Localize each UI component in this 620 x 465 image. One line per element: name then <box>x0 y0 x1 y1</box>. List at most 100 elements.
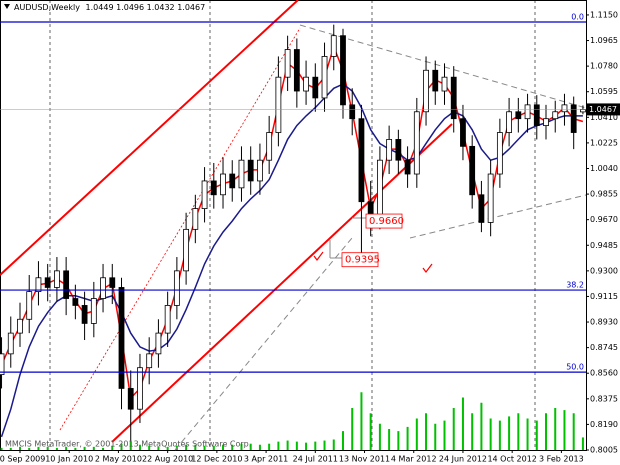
volume-bar <box>341 431 344 450</box>
volume-bar <box>203 445 206 450</box>
x-tick-label: 20 Sep 2009 <box>0 455 45 464</box>
fibo-label: 38.2 <box>566 281 584 290</box>
y-tick-label: 0.9115 <box>590 292 618 301</box>
candle-body <box>81 305 88 324</box>
fibo-label: 50.0 <box>566 363 584 372</box>
y-tick-label: 0.8560 <box>590 369 618 378</box>
candle-body <box>220 173 226 196</box>
annotation-box <box>365 213 403 229</box>
y-tick-label: 0.8190 <box>590 420 618 429</box>
y-tick-label: 0.9670 <box>590 215 618 224</box>
volume-bar <box>102 447 105 450</box>
candle-body <box>450 76 457 120</box>
candle-body <box>478 194 485 223</box>
candle-body <box>496 132 503 175</box>
volume-bar <box>249 443 252 450</box>
volume-bar <box>554 408 557 450</box>
candle-body <box>515 111 522 120</box>
volume-bar <box>443 420 446 450</box>
volume-bar <box>508 416 511 450</box>
volume-bar <box>65 446 68 450</box>
annotation-box <box>341 252 379 268</box>
candle-body <box>432 69 439 92</box>
volume-bar <box>212 445 215 450</box>
candle-body <box>26 291 33 320</box>
candle-body <box>330 35 337 57</box>
moving-average <box>0 83 583 438</box>
x-tick-label: 2 May 2010 <box>95 455 142 464</box>
volume-bar <box>535 420 538 450</box>
volume-bar <box>452 408 455 450</box>
volume-bar <box>461 397 464 450</box>
volume-bar <box>166 446 169 450</box>
volume-bar <box>185 444 188 450</box>
volume-bar <box>572 413 575 450</box>
x-tick-label: 4 Mar 2012 <box>391 455 437 464</box>
x-tick-label: 3 Feb 2013 <box>539 455 584 464</box>
volume-bar <box>37 446 40 450</box>
x-tick-label: 24 Jul 2011 <box>293 455 338 464</box>
candle-body <box>441 76 448 92</box>
volume-bar <box>120 443 123 450</box>
candle-body <box>7 332 14 355</box>
plot-frame <box>0 0 587 451</box>
candle-body <box>570 104 577 133</box>
candle-body <box>524 104 531 120</box>
last-low: 1.0432 <box>147 3 175 12</box>
volume-bar <box>148 445 151 450</box>
price-layer: 0.9660 0.9395 <box>0 24 586 442</box>
volume-bar <box>222 444 225 450</box>
candle-body <box>201 180 208 210</box>
candle-body <box>118 287 125 389</box>
volume-bar <box>46 446 49 450</box>
candle-body <box>155 332 162 355</box>
chart-header: AUDUSD,Weekly 1.0449 1.0496 1.0432 1.046… <box>14 3 205 12</box>
volume-bar <box>55 447 58 450</box>
last-high: 1.0496 <box>116 3 144 12</box>
y-tick-label: 0.9485 <box>590 241 618 250</box>
candle-body <box>137 367 143 410</box>
fibo-label: 0.0 <box>571 12 584 21</box>
volume-bar <box>434 423 437 450</box>
candle-body <box>44 277 51 288</box>
candle-body <box>164 305 171 334</box>
candle-body <box>349 104 356 120</box>
volume-bar <box>92 446 95 450</box>
volume-bar <box>28 447 31 450</box>
volume-bar <box>563 410 566 450</box>
volume-bar <box>295 441 298 450</box>
volume-bar <box>332 439 335 450</box>
candle-body <box>469 145 476 196</box>
volume-layer <box>0 392 584 450</box>
candle-body <box>284 49 291 78</box>
volume-bar <box>388 429 391 450</box>
candle-body <box>543 118 549 127</box>
x-tick-label: 10 Jan 2010 <box>45 455 93 464</box>
volume-bar <box>157 446 160 450</box>
candle-body <box>35 277 42 293</box>
candle-body <box>210 180 217 196</box>
y-tick-label: 0.8745 <box>590 343 618 352</box>
candle-body <box>506 111 512 133</box>
volume-bar <box>129 441 132 450</box>
candle-body <box>173 270 180 306</box>
candle-body <box>404 159 411 175</box>
watermark: MMCIS MetaTrader, © 2001-2013 MetaQuotes… <box>5 440 251 449</box>
y-tick-label: 1.0225 <box>590 138 618 147</box>
volume-bar <box>258 444 261 450</box>
x-tick-label: 13 Nov 2011 <box>339 455 390 464</box>
volume-bar <box>268 443 271 450</box>
volume-bar <box>360 392 363 450</box>
candle-body <box>487 173 494 223</box>
volume-bar <box>277 441 280 450</box>
volume-bar <box>517 413 520 450</box>
trend-objects <box>0 0 587 451</box>
candle-body <box>377 159 383 216</box>
candle-body <box>127 388 134 410</box>
symbol: AUDUSD,Weekly <box>14 3 80 12</box>
volume-bar <box>194 444 197 450</box>
candle-body <box>192 208 199 230</box>
candle-body <box>238 159 245 189</box>
candle-body <box>63 270 70 299</box>
